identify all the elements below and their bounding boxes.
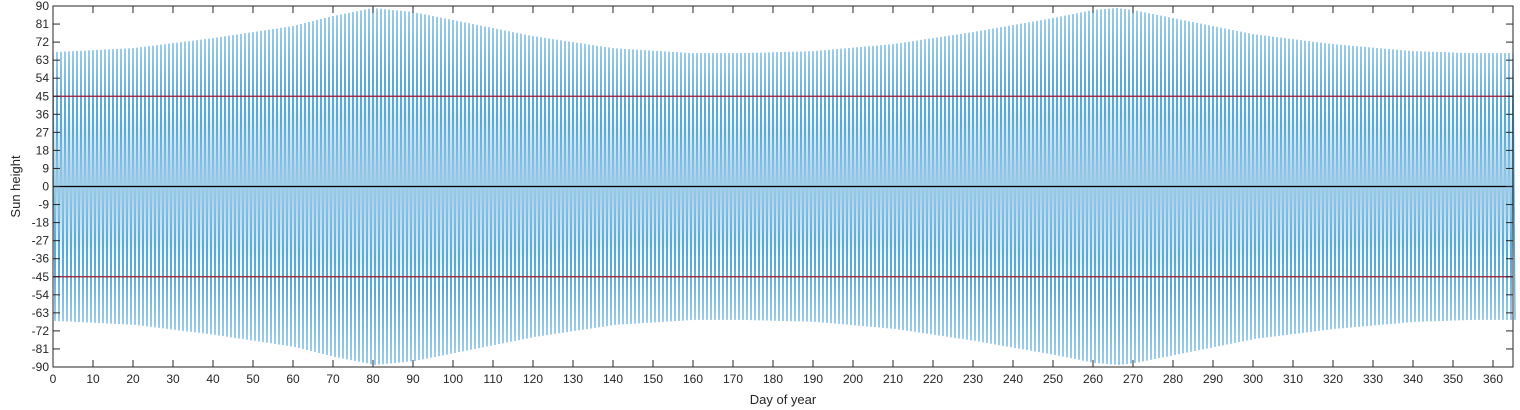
y-tick-label: 72: [36, 35, 50, 49]
y-tick-label: -90: [32, 360, 50, 374]
x-tick-label: 30: [166, 372, 180, 386]
x-tick-label: 20: [126, 372, 140, 386]
y-tick-label: 63: [36, 53, 50, 67]
x-tick-label: 310: [1283, 372, 1303, 386]
x-tick-label: 140: [603, 372, 623, 386]
x-tick-label: 230: [963, 372, 983, 386]
x-tick-label: 60: [286, 372, 300, 386]
y-tick-label: -45: [32, 270, 50, 284]
x-tick-label: 260: [1083, 372, 1103, 386]
x-axis: 0 10 20 30 40 50 60 70 80 90 100 110 120 130 140 150 160…: [50, 6, 1503, 386]
y-tick-label: -81: [32, 342, 50, 356]
x-tick-label: 120: [523, 372, 543, 386]
y-tick-label: 90: [36, 0, 50, 13]
y-tick-label: 27: [36, 125, 50, 139]
y-tick-label: 0: [42, 180, 49, 194]
reference-line-layer: [53, 95, 1513, 278]
x-tick-label: 50: [246, 372, 260, 386]
y-tick-label: 9: [42, 161, 49, 175]
x-tick-label: 100: [443, 372, 463, 386]
y-tick-label: 18: [36, 143, 50, 157]
x-tick-label: 90: [406, 372, 420, 386]
x-axis-label: Day of year: [750, 392, 817, 407]
x-tick-label: 300: [1243, 372, 1263, 386]
x-tick-label: 240: [1003, 372, 1023, 386]
x-tick-label: 150: [643, 372, 663, 386]
y-axis: 90817263544536271890-9-18-27-36-45-54-63…: [32, 0, 1513, 374]
y-tick-label: 36: [36, 107, 50, 121]
x-tick-label: 130: [563, 372, 583, 386]
x-tick-label: 160: [683, 372, 703, 386]
y-tick-label: -72: [32, 324, 50, 338]
y-tick-label: -18: [32, 216, 50, 230]
x-tick-label: 80: [366, 372, 380, 386]
x-tick-label: 250: [1043, 372, 1063, 386]
x-tick-label: 360: [1483, 372, 1503, 386]
x-tick-label: 110: [483, 372, 502, 386]
x-tick-label: 210: [883, 372, 903, 386]
x-tick-label: 340: [1403, 372, 1423, 386]
x-tick-label: 220: [923, 372, 943, 386]
y-tick-label: -63: [32, 306, 50, 320]
x-tick-label: 350: [1443, 372, 1463, 386]
x-tick-label: 40: [206, 372, 220, 386]
x-tick-label: 200: [843, 372, 863, 386]
x-tick-label: 180: [763, 372, 783, 386]
x-tick-label: 0: [50, 372, 57, 386]
x-tick-label: 70: [326, 372, 340, 386]
y-tick-label: 81: [36, 17, 50, 31]
y-tick-label: -54: [32, 288, 50, 302]
x-tick-label: 170: [723, 372, 743, 386]
x-tick-label: 190: [803, 372, 823, 386]
y-tick-label: -36: [32, 252, 50, 266]
y-tick-label: -27: [32, 234, 50, 248]
y-tick-label: 45: [36, 89, 50, 103]
x-tick-label: 330: [1363, 372, 1383, 386]
y-tick-label: 54: [36, 71, 50, 85]
x-tick-label: 320: [1323, 372, 1343, 386]
y-axis-label: Sun height: [8, 155, 23, 218]
x-tick-label: 280: [1163, 372, 1183, 386]
x-tick-label: 270: [1123, 372, 1143, 386]
y-tick-label: -9: [38, 198, 49, 212]
x-tick-label: 10: [86, 372, 100, 386]
x-tick-label: 290: [1203, 372, 1223, 386]
